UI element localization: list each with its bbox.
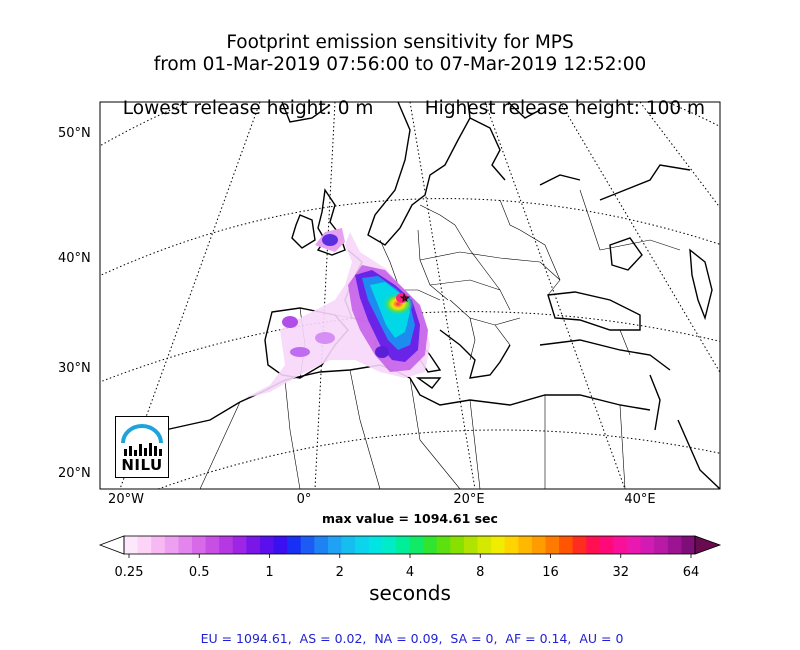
colorbar-cell	[151, 536, 166, 554]
title-line-3-right: Highest release height: 100 m	[413, 76, 705, 120]
colorbar-max-extend	[694, 535, 722, 555]
max-value-label: max value = 1094.61 sec	[322, 511, 498, 526]
colorbar-cell	[518, 536, 533, 554]
colorbar-cell	[681, 536, 696, 554]
colorbar-cell	[640, 536, 655, 554]
nilu-logo-text: NILU	[121, 456, 163, 474]
colorbar-cell	[423, 536, 438, 554]
colorbar-label: seconds	[369, 581, 451, 605]
colorbar-cell	[559, 536, 574, 554]
colorbar-tick-label: 2	[335, 565, 344, 580]
nilu-logo-graphic	[121, 424, 163, 456]
map-frame	[99, 101, 721, 490]
release-site-marker	[399, 292, 411, 303]
region-totals: EU = 1094.61, AS = 0.02, NA = 0.09, SA =…	[200, 631, 624, 646]
graticule	[100, 102, 720, 489]
colorbar-cell	[341, 536, 356, 554]
colorbar-cell	[205, 536, 220, 554]
colorbar-cell	[613, 536, 628, 554]
colorbar-cell	[477, 536, 492, 554]
colorbar-cell	[436, 536, 451, 554]
lon-label-0: 0°	[296, 492, 312, 507]
colorbar-cell	[232, 536, 247, 554]
colorbar-cell	[450, 536, 465, 554]
colorbar-cell	[287, 536, 302, 554]
colorbar-cell	[463, 536, 478, 554]
highest-release-height: Highest release height: 100 m	[424, 98, 706, 119]
colorbar-cell	[586, 536, 601, 554]
colorbar-cell	[599, 536, 614, 554]
nilu-logo: NILU	[115, 416, 169, 478]
colorbar-cell	[259, 536, 274, 554]
colorbar-cell	[382, 536, 397, 554]
lat-label-50n: 50°N	[58, 126, 91, 141]
colorbar-tick-label: 32	[612, 565, 630, 580]
colorbar-tick-label: 4	[405, 565, 415, 580]
colorbar-cell	[545, 536, 560, 554]
colorbar-cell	[395, 536, 410, 554]
colorbar-cell	[667, 536, 682, 554]
colorbar-cell	[504, 536, 519, 554]
colorbar-cell	[219, 536, 234, 554]
colorbar-cell	[164, 536, 179, 554]
colorbar-cell	[368, 536, 383, 554]
colorbar-cell	[137, 536, 152, 554]
colorbar-cell	[355, 536, 370, 554]
colorbar-cell	[531, 536, 546, 554]
colorbar-cell	[327, 536, 342, 554]
colorbar-cell	[124, 536, 138, 554]
colorbar-tick-label: 64	[682, 565, 700, 580]
colorbar-tick-label: 0.5	[188, 565, 210, 580]
lat-label-40n: 40°N	[58, 251, 91, 266]
colorbar-tick-label: 1	[265, 565, 274, 580]
colorbar-cell	[273, 536, 288, 554]
title-line-2: from 01-Mar-2019 07:56:00 to 07-Mar-2019…	[153, 54, 647, 75]
colorbar-cell	[178, 536, 193, 554]
colorbar-tick-label: 0.25	[114, 565, 144, 580]
colorbar-cell	[246, 536, 261, 554]
title-line-1: Footprint emission sensitivity for MPS	[226, 32, 574, 53]
colorbar-cell	[314, 536, 329, 554]
colorbar-cell	[300, 536, 315, 554]
colorbar-cell	[654, 536, 669, 554]
title-line-3: Lowest release height: 0 m	[111, 76, 374, 120]
lat-label-20n: 20°N	[58, 466, 91, 481]
lon-label-20w: 20°W	[108, 492, 144, 507]
colorbar-cell	[191, 536, 206, 554]
colorbar-tick-label: 8	[476, 565, 485, 580]
colorbar-cell	[409, 536, 424, 554]
lon-label-20e: 20°E	[453, 492, 485, 507]
colorbar-cell	[572, 536, 587, 554]
colorbar-cell	[627, 536, 642, 554]
colorbar-cell	[491, 536, 506, 554]
colorbar-frame	[123, 535, 696, 555]
lon-label-40e: 40°E	[624, 492, 656, 507]
lowest-release-height: Lowest release height: 0 m	[122, 98, 374, 119]
lat-label-30n: 30°N	[58, 361, 91, 376]
colorbar-tick-label: 16	[542, 565, 559, 580]
colorbar-min-extend	[98, 535, 125, 555]
